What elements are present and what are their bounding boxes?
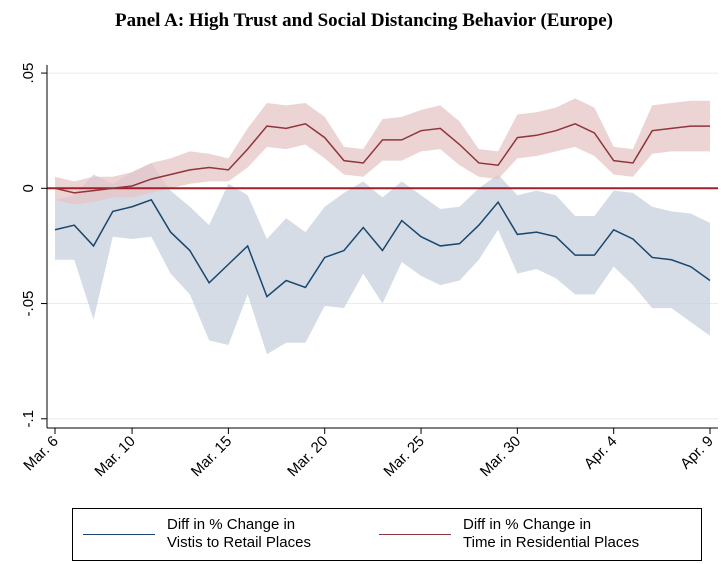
legend-label: Diff in % Change in Vistis to Retail Pla… (167, 516, 311, 551)
y-tick-label: 0 (20, 184, 37, 192)
x-tick-label: Mar. 30 (477, 433, 524, 480)
x-tick-label: Mar. 6 (20, 433, 61, 474)
series-line (54, 122, 710, 194)
y-tick-label: -.1 (20, 410, 37, 428)
confidence-band (55, 162, 710, 355)
series-line (54, 198, 711, 298)
x-tick-label: Mar. 25 (380, 433, 427, 480)
legend: Diff in % Change in Vistis to Retail Pla… (72, 508, 702, 561)
y-tick-label: .05 (20, 63, 37, 84)
x-tick-label: Mar. 15 (188, 433, 235, 480)
legend-swatch (83, 533, 155, 535)
legend-label: Diff in % Change in Time in Residential … (463, 516, 640, 551)
x-tick-label: Apr. 4 (581, 433, 621, 473)
legend-item: Diff in % Change in Time in Residential … (379, 516, 639, 552)
legend-item: Diff in % Change in Vistis to Retail Pla… (83, 516, 311, 552)
x-tick-label: Mar. 10 (91, 433, 138, 480)
x-tick-label: Mar. 20 (284, 433, 331, 480)
legend-swatch (379, 533, 451, 535)
x-tick-label: Apr. 9 (677, 433, 717, 473)
confidence-band (55, 98, 710, 205)
y-tick-label: -.05 (20, 291, 37, 317)
chart: Panel A: High Trust and Social Distancin… (20, 10, 718, 480)
chart-title: Panel A: High Trust and Social Distancin… (115, 10, 613, 31)
